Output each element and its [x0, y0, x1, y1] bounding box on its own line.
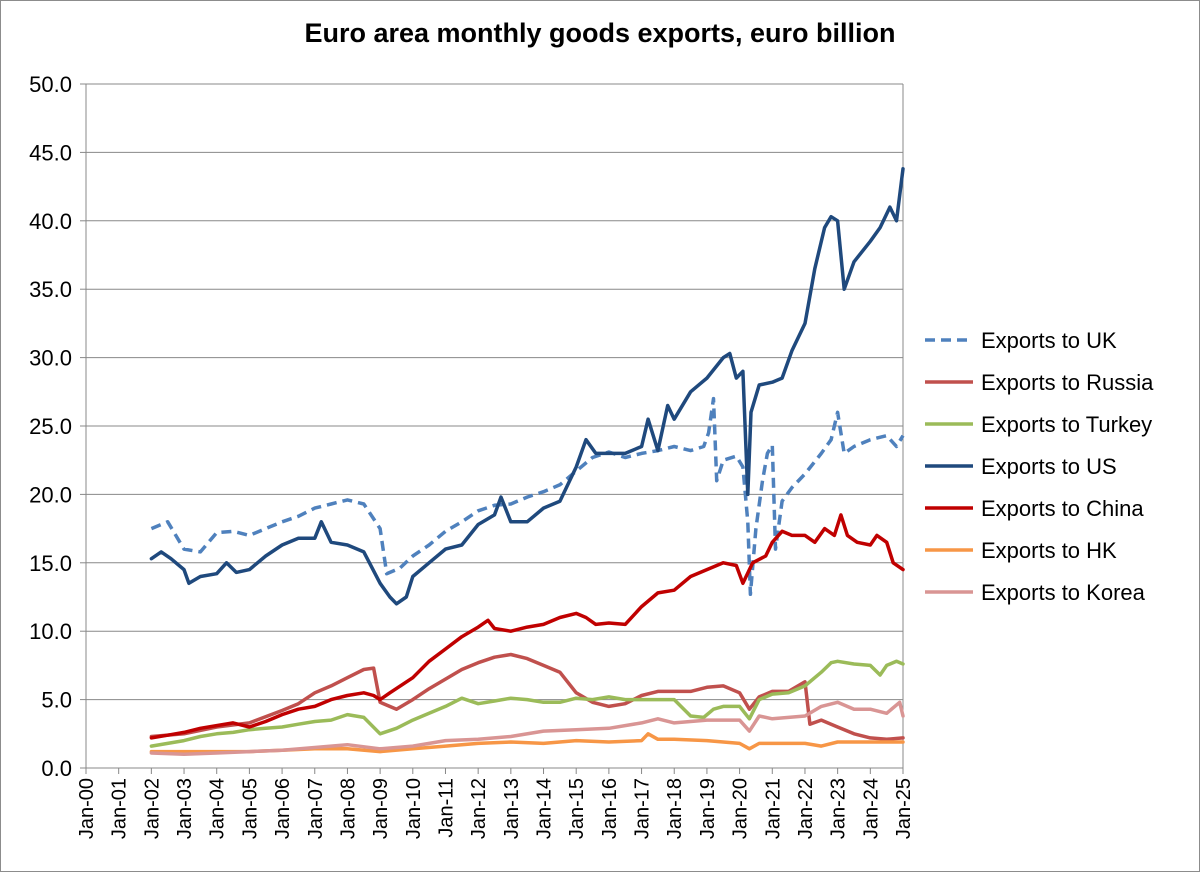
y-tick-label: 30.0: [29, 346, 72, 371]
series-line-exports-to-us: [149, 167, 905, 606]
legend-label-exports-to-uk: Exports to UK: [981, 328, 1117, 353]
x-tick-label: Jan-20: [730, 778, 752, 839]
x-tick-label: Jan-18: [664, 778, 686, 839]
x-tick-label: Jan-13: [501, 778, 523, 839]
x-tick-label: Jan-15: [566, 778, 588, 839]
x-tick-label: Jan-21: [762, 778, 784, 839]
series-lines: [149, 167, 905, 757]
x-tick-label: Jan-05: [239, 778, 261, 839]
series-line-exports-to-hk: [149, 732, 905, 754]
chart-title: Euro area monthly goods exports, euro bi…: [304, 18, 896, 48]
x-tick-label: Jan-06: [272, 778, 294, 839]
x-tick-label: Jan-11: [435, 778, 457, 838]
y-tick-label: 50.0: [29, 72, 72, 97]
y-tick-label: 5.0: [41, 688, 72, 713]
y-tick-label: 10.0: [29, 619, 72, 644]
x-tick-label: Jan-03: [174, 778, 196, 839]
legend-label-exports-to-russia: Exports to Russia: [981, 370, 1154, 395]
x-tick-label: Jan-07: [305, 778, 327, 839]
gridlines: [86, 83, 903, 701]
x-tick-label: Jan-00: [76, 778, 98, 839]
axes: 0.0 5.0 10.0 15.0 20.0 25.0 30.0 35.0 40.0 45.0 50…: [29, 72, 915, 839]
x-tick-label: Jan-12: [468, 778, 490, 839]
legend: Exports to UK Exports to Russia Exports to…: [925, 328, 1154, 605]
y-tick-label: 45.0: [29, 140, 72, 165]
y-tick-label: 35.0: [29, 277, 72, 302]
legend-label-exports-to-china: Exports to China: [981, 496, 1144, 521]
series-line-exports-to-uk: [150, 396, 905, 597]
series-line-exports-to-china: [149, 513, 905, 740]
y-tick-label: 0.0: [41, 756, 72, 781]
legend-label-exports-to-us: Exports to US: [981, 454, 1117, 479]
x-tick-label: Jan-17: [632, 778, 654, 839]
y-tick-label: 15.0: [29, 551, 72, 576]
x-tick-label: Jan-24: [860, 778, 882, 839]
x-tick-label: Jan-14: [534, 778, 556, 839]
legend-label-exports-to-korea: Exports to Korea: [981, 580, 1146, 605]
y-tick-label: 25.0: [29, 414, 72, 439]
legend-label-exports-to-turkey: Exports to Turkey: [981, 412, 1152, 437]
y-tick-label: 20.0: [29, 482, 72, 507]
x-tick-label: Jan-01: [109, 778, 131, 839]
x-tick-label: Jan-22: [795, 778, 817, 839]
x-tick-label: Jan-19: [697, 778, 719, 839]
legend-label-exports-to-hk: Exports to HK: [981, 538, 1117, 563]
series-line-exports-to-russia: [149, 652, 905, 742]
x-tick-label: Jan-09: [370, 778, 392, 839]
x-tick-label: Jan-02: [141, 778, 163, 839]
series-line-exports-to-korea: [149, 700, 905, 757]
y-tick-label: 40.0: [29, 209, 72, 234]
x-tick-label: Jan-04: [207, 778, 229, 839]
x-tick-label: Jan-25: [893, 778, 915, 839]
x-tick-label: Jan-23: [828, 778, 850, 839]
x-tick-label: Jan-10: [403, 778, 425, 839]
series-line-exports-to-turkey: [149, 659, 905, 748]
x-tick-label: Jan-08: [337, 778, 359, 839]
x-tick-label: Jan-16: [599, 778, 621, 839]
